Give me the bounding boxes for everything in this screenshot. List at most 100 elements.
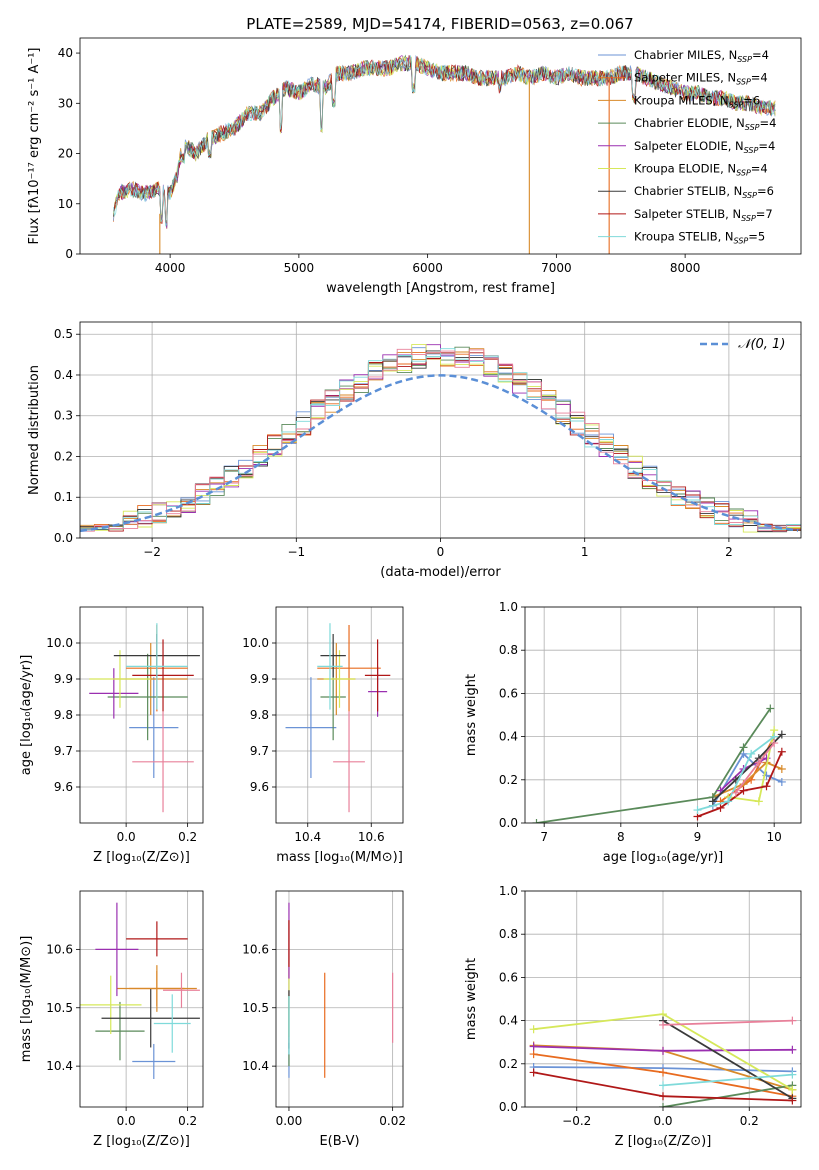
x-axis-label: mass [log₁₀(M/M⊙)] xyxy=(276,850,403,865)
mass-weight-line-6 xyxy=(712,733,783,803)
y-axis-label: mass [log₁₀(M/M⊙)] xyxy=(19,936,34,1063)
x-axis-label: E(B-V) xyxy=(319,1134,359,1149)
panel-mass-vs-Z: 0.0 0.2 10.4 10.5 10.6 Z [log₁₀(Z/Z⊙)] mass [l… xyxy=(19,890,204,1149)
mass-weight-marker xyxy=(659,1046,667,1055)
axes-frame xyxy=(79,321,802,539)
legend: Chabrier MILES, NSSP=4 Salpeter MILES, NS… xyxy=(598,48,776,246)
y-tick-label: 0.0 xyxy=(499,816,518,830)
mass-weight-marker xyxy=(659,1103,667,1107)
mass-weight-marker xyxy=(659,1020,667,1029)
y-axis-label: age [log₁₀(age/yr)] xyxy=(19,655,34,776)
mass-weight-marker xyxy=(762,782,771,791)
axes-frame xyxy=(79,890,204,1108)
mass-weight-marker xyxy=(529,1025,538,1034)
mass-weight-line-9 xyxy=(662,1019,793,1026)
y-axis-label: mass weight xyxy=(464,674,479,756)
y-tick-label: 0.4 xyxy=(499,730,518,744)
x-tick-label: −0.2 xyxy=(562,1114,591,1128)
mass-weight-marker xyxy=(770,739,779,748)
x-tick-label: 0 xyxy=(437,545,445,559)
mass-weight-marker xyxy=(716,803,725,812)
x-tick-label: 0.02 xyxy=(379,1114,406,1128)
mass-weight-marker xyxy=(659,1092,667,1101)
x-tick-label: 0.2 xyxy=(178,1114,197,1128)
mass-weight-marker xyxy=(788,1070,797,1079)
y-tick-label: 1.0 xyxy=(499,600,518,614)
y-tick-label: 9.9 xyxy=(250,672,269,686)
panel-residual-hist: −2 −1 0 1 2 0.0 0.1 0.2 0.3 0.4 0.5 (data-model)/er… xyxy=(27,321,802,580)
y-tick-label: 10.6 xyxy=(46,942,73,956)
mass-weight-line-8 xyxy=(697,735,775,811)
y-tick-label: 10.0 xyxy=(242,636,269,650)
x-tick-label: 0.2 xyxy=(740,1114,759,1128)
panel-age-vs-Z: 0.0 0.2 9.6 9.7 9.8 9.9 10.0 Z [log₁₀(Z/Z⊙)] age… xyxy=(19,606,204,865)
legend-label: Kroupa ELODIE, NSSP=4 xyxy=(634,162,768,178)
plot-area-massweight-vs-age xyxy=(532,704,786,823)
mass-weight-marker xyxy=(739,786,748,795)
x-tick-label: 8 xyxy=(617,830,625,844)
panel-spectrum: 4000 5000 6000 7000 8000 0 10 20 30 40 wavelength … xyxy=(27,37,802,296)
x-tick-label: 10 xyxy=(767,830,782,844)
axes-frame xyxy=(524,606,802,824)
mass-weight-line-2 xyxy=(712,761,783,798)
legend-label: Chabrier ELODIE, NSSP=4 xyxy=(634,116,776,132)
x-tick-label: 0.0 xyxy=(653,1114,672,1128)
plot-area-mass-vs-ebv xyxy=(288,902,394,1078)
y-tick-label: 0.6 xyxy=(499,970,518,984)
y-tick-label: 0.0 xyxy=(54,531,73,545)
y-tick-label: 0.4 xyxy=(54,368,73,382)
mass-weight-marker xyxy=(766,704,775,713)
x-tick-label: 10.6 xyxy=(358,830,385,844)
mass-weight-marker xyxy=(529,1050,538,1059)
x-tick-label: 10.4 xyxy=(294,830,321,844)
y-tick-label: 0.6 xyxy=(499,686,518,700)
chart-panels: 4000 5000 6000 7000 8000010203040wavelength … xyxy=(19,37,802,1149)
x-axis-label: Z [log₁₀(Z/Z⊙)] xyxy=(93,850,190,865)
y-tick-label: 0.2 xyxy=(499,773,518,787)
x-tick-label: −1 xyxy=(287,545,305,559)
mass-weight-marker xyxy=(724,797,733,806)
mass-weight-marker xyxy=(529,1068,538,1077)
mass-weight-marker xyxy=(777,765,786,773)
x-tick-label: 4000 xyxy=(155,261,186,275)
legend-label: Chabrier STELIB, NSSP=6 xyxy=(634,184,774,200)
y-tick-label: 0.8 xyxy=(499,927,518,941)
mass-weight-marker xyxy=(777,777,786,786)
mass-weight-marker xyxy=(788,1096,797,1105)
y-tick-label: 9.8 xyxy=(250,708,269,722)
axes-frame xyxy=(275,890,404,1108)
x-tick-label: 0.0 xyxy=(117,830,136,844)
y-tick-label: 0.5 xyxy=(54,327,73,341)
y-tick-label: 40 xyxy=(58,46,73,60)
y-axis-label: mass weight xyxy=(464,958,479,1040)
mass-weight-line-8 xyxy=(662,1073,793,1087)
mass-weight-marker xyxy=(777,747,786,756)
legend-label: Salpeter MILES, NSSP=4 xyxy=(634,71,768,87)
y-tick-label: 9.6 xyxy=(250,780,269,794)
mass-weight-marker xyxy=(708,797,717,806)
plot-area-age-vs-mass xyxy=(285,623,391,813)
mass-weight-marker xyxy=(529,1042,538,1051)
y-tick-label: 10.5 xyxy=(46,1001,73,1015)
x-tick-label: 8000 xyxy=(670,261,701,275)
x-tick-label: 9 xyxy=(694,830,702,844)
mass-weight-line-6 xyxy=(662,1019,793,1100)
y-tick-label: 10 xyxy=(58,197,73,211)
x-tick-label: −2 xyxy=(143,545,161,559)
x-tick-label: 6000 xyxy=(412,261,443,275)
y-axis-label: Flux [fλ10⁻¹⁷ erg cm⁻² s⁻¹ A⁻¹] xyxy=(27,48,42,245)
y-tick-label: 0.0 xyxy=(499,1100,518,1114)
plot-area-massweight-vs-Z xyxy=(529,1010,797,1107)
mass-weight-marker xyxy=(762,754,771,763)
x-tick-label: 0.2 xyxy=(178,830,197,844)
axes-frame xyxy=(524,890,802,1108)
plot-area-residual-hist xyxy=(80,344,801,533)
y-tick-label: 0.4 xyxy=(499,1014,518,1028)
y-axis-label: Normed distribution xyxy=(27,365,42,495)
y-tick-label: 30 xyxy=(58,96,73,110)
spectrum-line-5 xyxy=(113,55,776,223)
axes-frame xyxy=(275,606,404,824)
x-tick-label: 0.00 xyxy=(276,1114,303,1128)
mass-weight-marker xyxy=(788,1045,797,1054)
